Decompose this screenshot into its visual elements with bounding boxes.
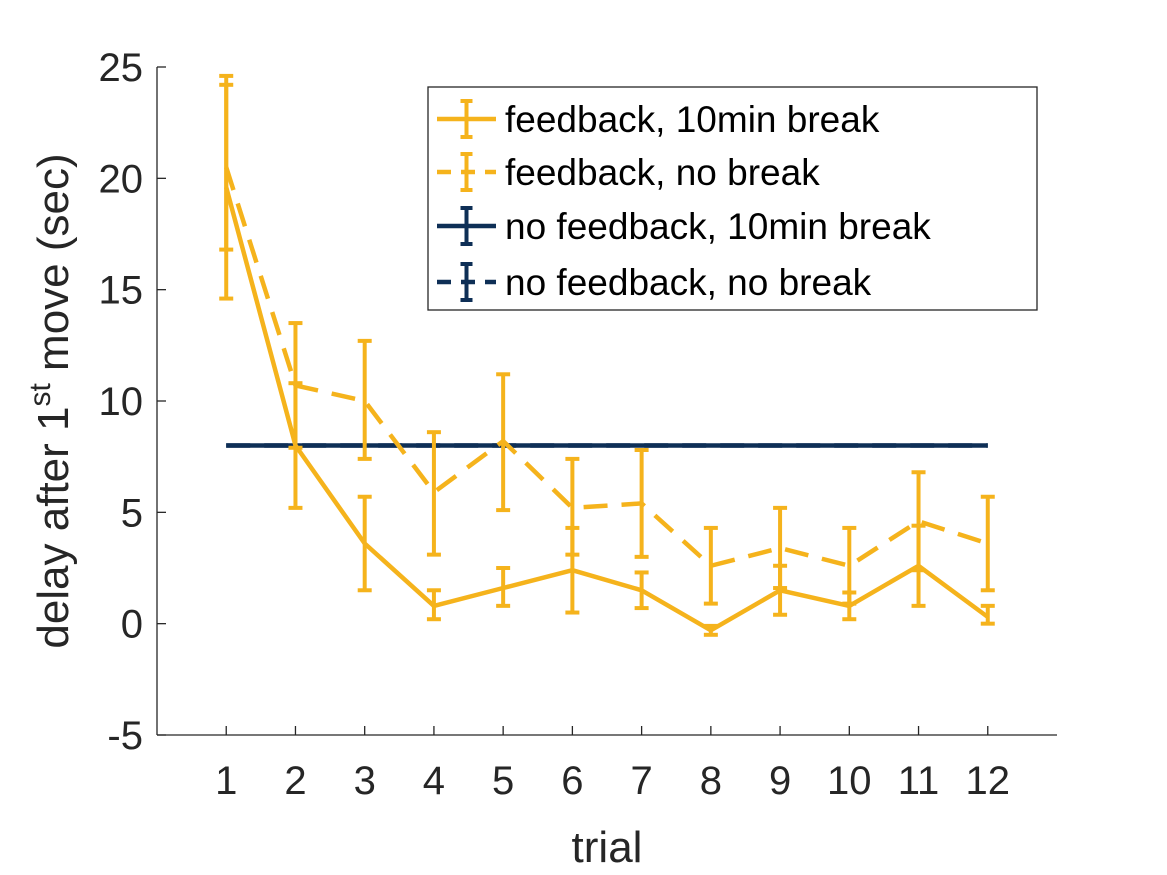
x-tick-label: 11 [898,759,940,803]
series-layer [219,73,995,637]
legend-label: no feedback, no break [505,262,872,303]
legend-label: feedback, no break [505,152,820,193]
legend-box [427,86,1038,311]
x-tick-label: 10 [827,759,872,803]
y-tick-label: 0 [121,603,143,647]
x-tick-label: 5 [492,759,514,803]
y-tick-label: 10 [99,380,144,424]
y-tick-label: 25 [99,46,144,90]
y-tick-label: 15 [99,269,144,313]
x-tick-label: 4 [423,759,445,803]
legend-label: no feedback, 10min break [505,206,931,247]
y-tick-label: -5 [107,714,143,758]
x-axis-title: trial [572,823,643,872]
x-tick-label: 3 [354,759,376,803]
y-axis-title-superscript: st [24,383,57,407]
y-axis-title: delay after 1st move (sec) [24,153,78,648]
x-tick-label: 9 [769,759,791,803]
x-tick-label: 6 [561,759,583,803]
x-tick-label: 2 [284,759,306,803]
series-2 [219,82,995,606]
x-tick-label: 1 [215,759,237,803]
series-line [224,166,989,569]
x-tick-label: 12 [966,759,1011,803]
y-axis-title-rest: move (sec) [29,153,78,383]
y-tick-label: 20 [99,157,144,201]
legend: feedback, 10min break feedback, no break n… [427,86,1038,311]
series-1 [219,73,995,637]
x-tick-label: 7 [630,759,652,803]
series-line [224,186,990,633]
y-tick-label: 5 [121,491,143,535]
x-tick-label: 8 [700,759,722,803]
y-axis-title-main: delay after 1 [29,407,78,649]
legend-label: feedback, 10min break [505,99,880,140]
